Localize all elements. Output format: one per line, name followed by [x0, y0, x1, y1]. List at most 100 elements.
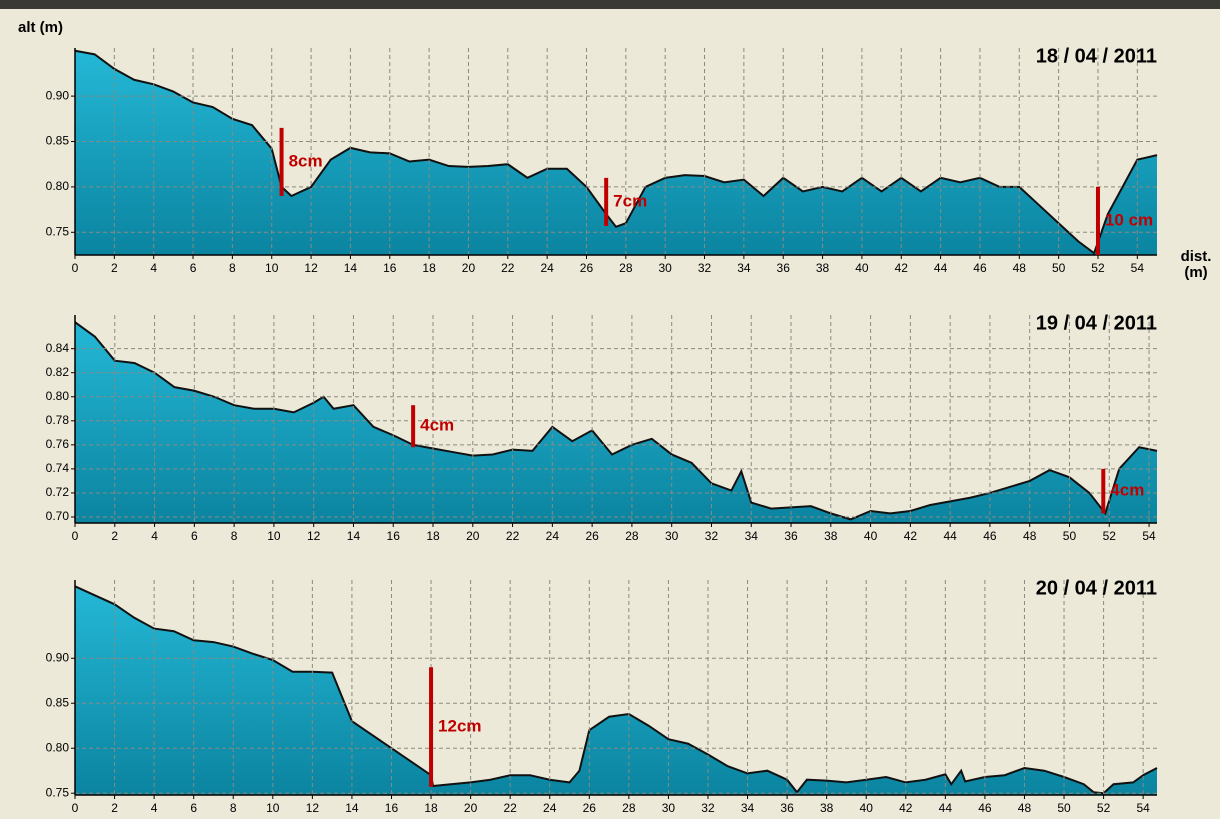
x-tick-label: 28	[622, 801, 636, 815]
x-tick-label: 18	[422, 261, 436, 275]
annotation-label: 12cm	[438, 717, 481, 736]
x-tick-label: 40	[864, 529, 878, 543]
x-tick-label: 16	[385, 801, 399, 815]
x-tick-label: 30	[659, 261, 673, 275]
x-tick-label: 44	[943, 529, 957, 543]
x-tick-label: 50	[1063, 529, 1077, 543]
x-tick-label: 20	[462, 261, 476, 275]
x-tick-label: 38	[816, 261, 830, 275]
x-tick-label: 32	[698, 261, 712, 275]
x-tick-label: 8	[230, 801, 237, 815]
y-tick-label: 0.72	[46, 485, 70, 499]
annotation-label: 8cm	[289, 151, 323, 170]
x-tick-label: 6	[190, 801, 197, 815]
x-tick-label: 4	[151, 801, 158, 815]
x-tick-label: 24	[543, 801, 557, 815]
x-tick-label: 52	[1103, 529, 1117, 543]
y-tick-label: 0.80	[46, 179, 70, 193]
x-tick-label: 36	[784, 529, 798, 543]
x-tick-label: 18	[426, 529, 440, 543]
annotation-label: 4cm	[420, 416, 454, 435]
y-tick-label: 0.85	[46, 695, 70, 709]
x-tick-label: 20	[466, 529, 480, 543]
x-tick-label: 0	[72, 261, 79, 275]
y-tick-label: 0.82	[46, 365, 70, 379]
x-tick-label: 50	[1057, 801, 1071, 815]
x-tick-label: 52	[1097, 801, 1111, 815]
x-tick-label: 0	[72, 801, 79, 815]
x-tick-label: 10	[266, 801, 280, 815]
x-tick-label: 50	[1052, 261, 1066, 275]
x-tick-label: 34	[737, 261, 751, 275]
x-tick-label: 2	[111, 801, 118, 815]
area	[75, 50, 1157, 256]
x-tick-label: 28	[625, 529, 639, 543]
x-tick-label: 40	[855, 261, 869, 275]
annotation-label: 4cm	[1110, 481, 1144, 500]
y-tick-label: 0.90	[46, 88, 70, 102]
x-tick-label: 16	[383, 261, 397, 275]
y-tick-label: 0.80	[46, 740, 70, 754]
x-tick-label: 26	[583, 801, 597, 815]
x-tick-label: 6	[191, 529, 198, 543]
panel-title: 18 / 04 / 2011	[1036, 45, 1157, 67]
x-tick-label: 10	[267, 529, 281, 543]
y-tick-label: 0.85	[46, 134, 70, 148]
annotation-label: 7cm	[613, 191, 647, 210]
x-tick-label: 48	[1018, 801, 1032, 815]
area	[75, 322, 1157, 523]
x-tick-label: 18	[424, 801, 438, 815]
x-tick-label: 44	[939, 801, 953, 815]
y-tick-label: 0.80	[46, 389, 70, 403]
x-tick-label: 10	[265, 261, 279, 275]
x-tick-label: 26	[580, 261, 594, 275]
x-tick-label: 20	[464, 801, 478, 815]
y-tick-label: 0.90	[46, 650, 70, 664]
x-tick-label: 26	[585, 529, 599, 543]
x-tick-label: 0	[72, 529, 79, 543]
panel-title: 19 / 04 / 2011	[1036, 312, 1157, 334]
x-tick-label: 6	[190, 261, 197, 275]
y-tick-label: 0.74	[46, 461, 70, 475]
x-axis-label: dist.	[1181, 248, 1212, 265]
x-tick-label: 4	[150, 261, 157, 275]
top-strip	[0, 0, 1220, 9]
x-tick-label: 48	[1013, 261, 1027, 275]
y-tick-label: 0.76	[46, 437, 70, 451]
x-tick-label: 12	[307, 529, 321, 543]
x-tick-label: 24	[540, 261, 554, 275]
x-tick-label: 42	[904, 529, 918, 543]
x-tick-label: 54	[1131, 261, 1145, 275]
x-tick-label: 22	[503, 801, 517, 815]
x-tick-label: 40	[860, 801, 874, 815]
x-tick-label: 22	[506, 529, 520, 543]
x-tick-label: 24	[546, 529, 560, 543]
area-line	[74, 585, 1158, 795]
x-tick-label: 54	[1142, 529, 1156, 543]
y-tick-label: 0.75	[46, 224, 70, 238]
x-tick-label: 2	[111, 261, 118, 275]
x-tick-label: 46	[978, 801, 992, 815]
x-tick-label: 36	[777, 261, 791, 275]
x-tick-label: 30	[662, 801, 676, 815]
y-tick-label: 0.70	[46, 509, 70, 523]
x-tick-label: 52	[1091, 261, 1105, 275]
x-tick-label: 16	[387, 529, 401, 543]
x-tick-label: 12	[306, 801, 320, 815]
y-tick-label: 0.75	[46, 785, 70, 799]
x-tick-label: 42	[899, 801, 913, 815]
x-tick-label: 38	[824, 529, 838, 543]
x-axis-label: (m)	[1184, 264, 1207, 281]
x-tick-label: 30	[665, 529, 679, 543]
x-tick-label: 32	[705, 529, 719, 543]
annotation-label: 10 cm	[1105, 210, 1153, 229]
x-tick-label: 12	[304, 261, 318, 275]
area-line	[74, 321, 1158, 521]
panel-title: 20 / 04 / 2011	[1036, 577, 1157, 599]
x-tick-label: 8	[229, 261, 236, 275]
x-tick-label: 54	[1136, 801, 1150, 815]
x-tick-label: 36	[780, 801, 794, 815]
x-tick-label: 14	[345, 801, 359, 815]
y-axis-label: alt (m)	[18, 19, 63, 36]
